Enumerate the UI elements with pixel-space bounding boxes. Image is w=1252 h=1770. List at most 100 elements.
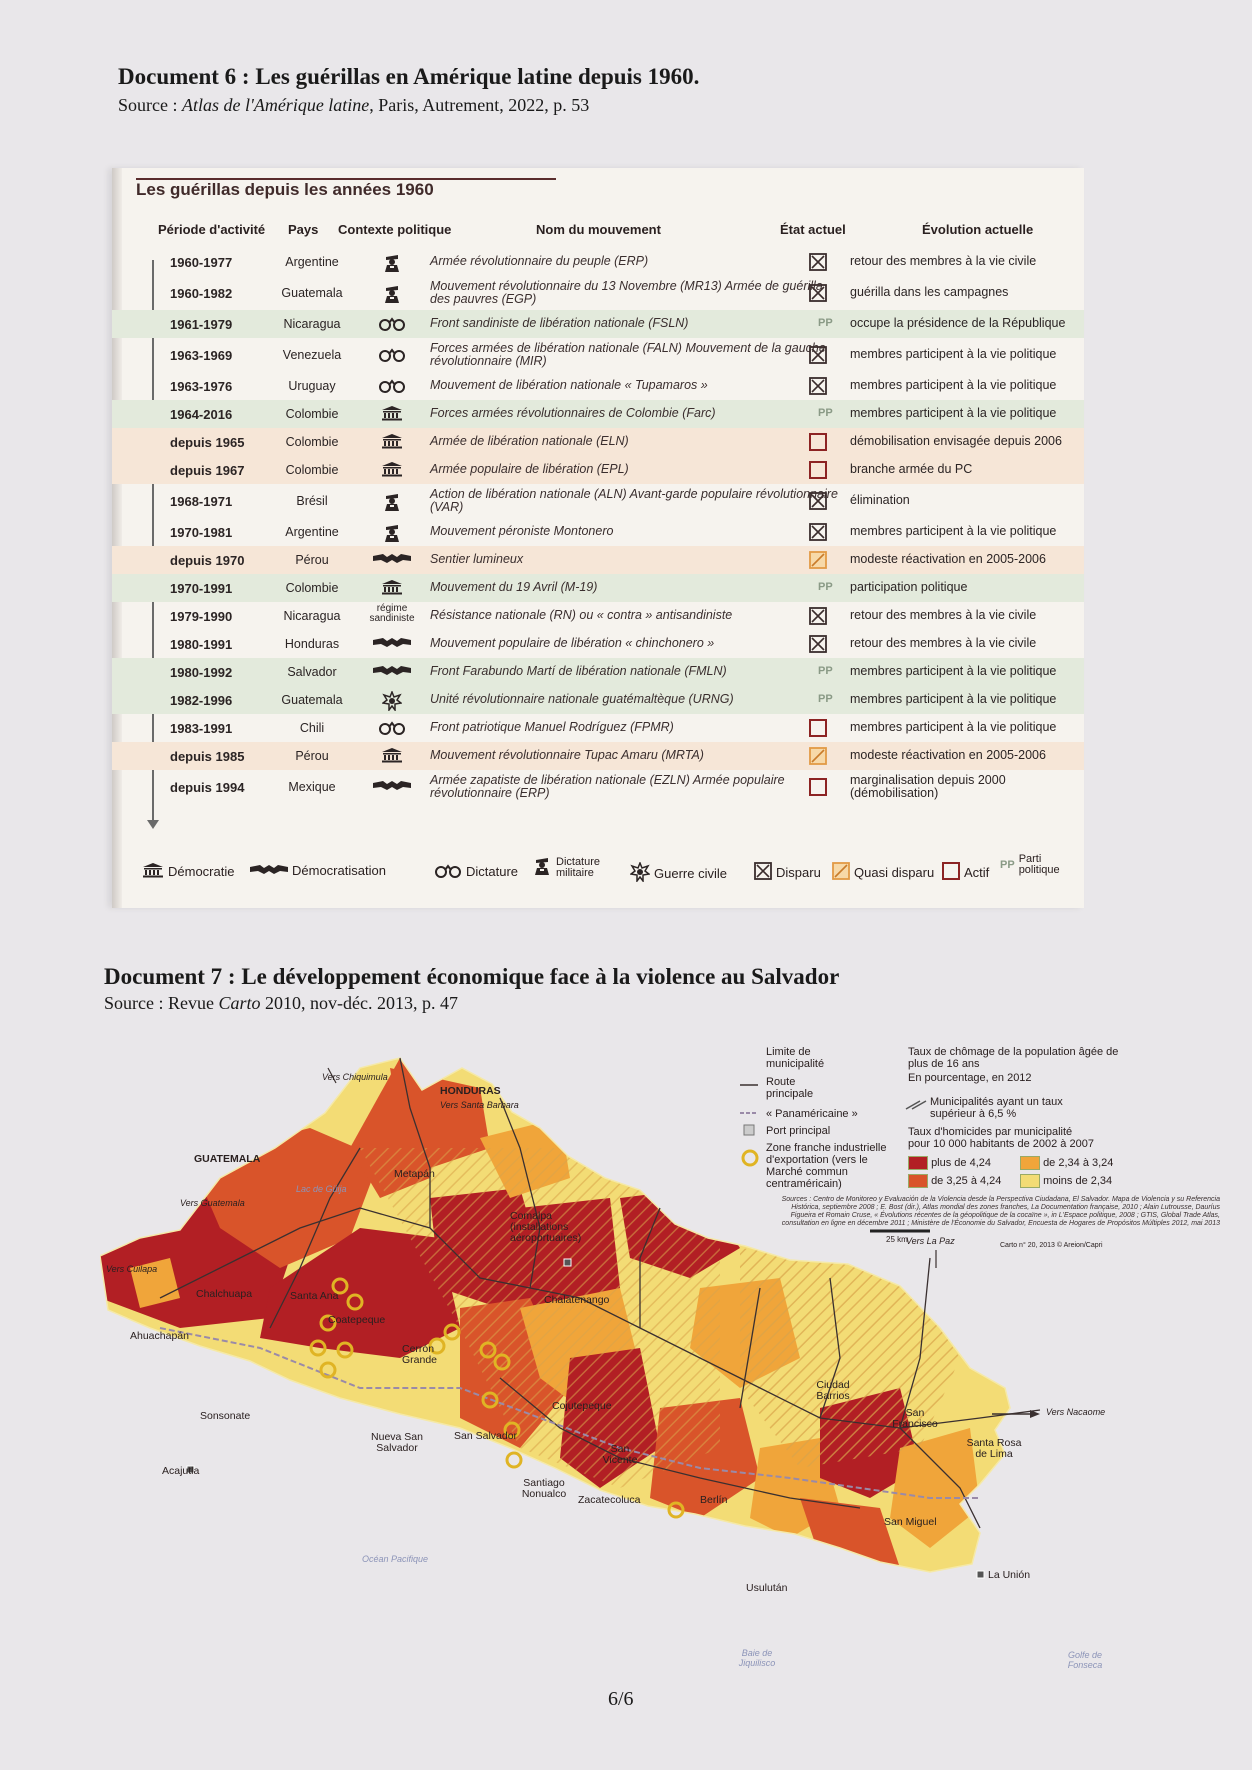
table-row: 1982-1996 Guatemala Unité révolutionnaire …: [112, 686, 1084, 714]
row-country: Brésil: [296, 494, 328, 508]
label-lac-guija: Lac de Güija: [296, 1184, 347, 1194]
disparu-box-icon: [798, 377, 838, 398]
dictatorship-icon: [362, 315, 422, 334]
label-san-salvador: San Salvador: [454, 1430, 518, 1442]
row-country: Argentine: [285, 525, 339, 539]
legend-disparu: Disparu: [754, 862, 821, 883]
legend-limit: Limite de municipalité: [766, 1046, 825, 1070]
page-number: 6/6: [608, 1688, 634, 1710]
actif-box-icon: [798, 433, 838, 454]
row-movement-name: Armée populaire de libération (EPL): [430, 462, 629, 476]
pp-symbol: PP: [1000, 859, 1015, 871]
legend-democratisation: Démocratisation: [250, 862, 386, 879]
table-row: 1963-1969 Venezuela Forces armées de libér…: [112, 338, 1084, 372]
row-evolution: membres participent à la vie politique: [850, 720, 1057, 734]
label-vers-chiquimula: Vers Chiquimula: [322, 1072, 388, 1082]
label-honduras: HONDURAS: [440, 1085, 501, 1097]
disparu-box-icon: [798, 523, 838, 544]
quasi-box-icon: [798, 747, 838, 768]
row-movement-name: Mouvement péroniste Montonero: [430, 524, 614, 538]
legend-class-1: plus de 4,24: [908, 1156, 991, 1170]
democratisation-icon: [250, 862, 288, 879]
row-evolution: branche armée du PC: [850, 462, 973, 476]
table-row: depuis 1970 Pérou Sentier lumineux modeste …: [112, 546, 1084, 574]
table-row: 1970-1981 Argentine Mouvement péroniste Mo…: [112, 518, 1084, 546]
document-7-source: Source : Revue Carto 2010, nov-déc. 2013…: [104, 993, 458, 1014]
row-country: Chili: [299, 721, 325, 735]
header-evolution: Évolution actuelle: [922, 222, 1034, 237]
label-ocean-pacifique: Océan Pacifique: [362, 1554, 429, 1564]
row-evolution: modeste réactivation en 2005-2006: [850, 552, 1046, 566]
timeline-arrow-icon: [147, 820, 159, 829]
source-suffix: 2010, nov-déc. 2013, p. 47: [260, 993, 458, 1013]
table-row: 1963-1976 Uruguay Mouvement de libération …: [112, 372, 1084, 400]
row-evolution: retour des membres à la vie civile: [850, 608, 1037, 622]
swatch-class-4: [1020, 1174, 1040, 1188]
arrow-head-icon: [1030, 1410, 1040, 1418]
legend-military-label: Dictature militaire: [556, 855, 601, 879]
header-state: État actuel: [780, 222, 846, 237]
row-country: Salvador: [287, 665, 337, 679]
row-period: 1961-1979: [170, 317, 233, 332]
democracy-icon: [362, 433, 422, 452]
row-period: depuis 1965: [170, 435, 245, 450]
row-period: 1963-1969: [170, 348, 233, 363]
label-vers-santa-barbara: Vers Santa Barbara: [440, 1100, 519, 1110]
table-row: 1970-1991 Colombie Mouvement du 19 Avril (…: [112, 574, 1084, 602]
table-row: 1980-1992 Salvador Front Farabundo Martí d…: [112, 658, 1084, 686]
democratisation-icon: [362, 778, 422, 795]
row-movement-name: Unité révolutionnaire nationale guatémal…: [430, 692, 734, 706]
row-movement-name: Front Farabundo Martí de libération nati…: [430, 664, 727, 678]
table-row: 1980-1991 Honduras Mouvement populaire de …: [112, 630, 1084, 658]
democratisation-icon: [362, 551, 422, 568]
table-legend: Démocratie Démocratisation Dictature Dic…: [142, 854, 1082, 894]
row-country: Nicaragua: [283, 609, 341, 623]
row-country: Colombie: [285, 463, 339, 477]
disparu-box-icon: [754, 862, 772, 883]
legend-class-4: moins de 2,34: [1020, 1174, 1112, 1188]
label-cojutepeque: Cojutepeque: [552, 1400, 612, 1412]
row-evolution: participation politique: [850, 580, 968, 594]
row-evolution: membres participent à la vie politique: [850, 347, 1057, 361]
row-movement-name: Mouvement du 19 Avril (M-19): [430, 580, 598, 594]
row-period: 1970-1981: [170, 525, 233, 540]
legend-pp: PP Parti politique: [1000, 854, 1079, 876]
disparu-box-icon: [798, 492, 838, 513]
row-evolution: retour des membres à la vie civile: [850, 254, 1037, 268]
table-row: 1979-1990 Nicaragua régime sandiniste Résis…: [112, 602, 1084, 630]
guerrilla-table-panel: Les guérillas depuis les années 1960 Pér…: [112, 168, 1084, 908]
row-period: 1979-1990: [170, 609, 233, 624]
legend-unemployment-title: Taux de chômage de la population âgée de…: [908, 1046, 1119, 1070]
quasi-disparu-box-icon: [832, 862, 850, 883]
legend-democracy-label: Démocratie: [168, 864, 235, 879]
title-rule: [136, 178, 556, 180]
row-country: Colombie: [285, 407, 339, 421]
democracy-icon: [362, 405, 422, 424]
row-period: 1960-1977: [170, 255, 233, 270]
legend-free-zone: Zone franche industrielle d'exportation …: [766, 1142, 887, 1190]
legend-quasi-label: Quasi disparu: [854, 865, 935, 880]
row-period: 1980-1991: [170, 637, 233, 652]
row-movement-name: Mouvement populaire de libération « chin…: [430, 636, 715, 650]
document-7-title: Document 7 : Le développement économique…: [104, 964, 840, 989]
label-cerron-grande: Cerrón Grande: [402, 1343, 438, 1366]
label-chalchuapa: Chalchuapa: [196, 1288, 253, 1300]
table-panel-title: Les guérillas depuis les années 1960: [136, 180, 434, 199]
row-movement-name: Mouvement de libération nationale « Tupa…: [430, 378, 708, 392]
actif-box-icon: [798, 461, 838, 482]
label-ciudad-barrios: Ciudad Barrios: [816, 1379, 850, 1402]
democracy-icon: [362, 461, 422, 480]
row-evolution: membres participent à la vie politique: [850, 378, 1057, 392]
legend-panamericana: « Panaméricaine »: [766, 1108, 858, 1120]
label-vers-la-paz: Vers La Paz: [906, 1236, 955, 1246]
actif-box-icon: [798, 719, 838, 740]
legend-homicide-sub: pour 10 000 habitants de 2002 à 2007: [908, 1138, 1094, 1150]
legend-class-2-label: de 3,25 à 4,24: [931, 1174, 1002, 1187]
label-vers-guatemala: Vers Guatemala: [180, 1198, 245, 1208]
header-period: Période d'activité: [158, 222, 266, 237]
actif-box-icon: [798, 778, 838, 799]
legend-civilwar: Guerre civile: [629, 860, 727, 885]
label-santa-ana: Santa Ana: [290, 1290, 339, 1302]
label-ahuachapan: Ahuachapán: [130, 1330, 189, 1342]
country-outline: [100, 1057, 1011, 1573]
